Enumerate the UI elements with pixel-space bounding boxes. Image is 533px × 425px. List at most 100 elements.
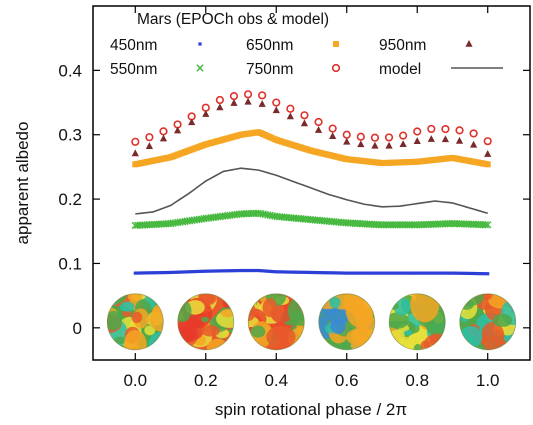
data-point (363, 271, 367, 275)
data-point (150, 271, 154, 275)
data-point (285, 270, 289, 274)
legend-label-model: model (379, 61, 421, 78)
x-tick-label: 0.2 (194, 371, 218, 390)
globe-patch (389, 329, 405, 343)
data-point (429, 271, 433, 275)
data-point (431, 271, 435, 275)
legend-swatch-450nm (198, 42, 202, 46)
y-tick-label: 0.3 (58, 126, 82, 145)
data-point (173, 270, 178, 274)
data-point (176, 270, 180, 274)
data-point (469, 271, 473, 276)
data-point (346, 271, 350, 275)
mars-globe (107, 293, 164, 350)
data-point (280, 270, 284, 274)
data-point (408, 271, 412, 275)
legend-swatch-750nm (331, 63, 341, 73)
data-point (244, 268, 249, 273)
x-axis-label: spin rotational phase / 2π (215, 400, 407, 419)
data-point (275, 270, 279, 274)
data-point (441, 124, 450, 134)
globe-patch (330, 318, 346, 335)
data-point (202, 110, 210, 117)
data-point (244, 97, 252, 105)
data-point (389, 271, 393, 275)
data-point (164, 270, 168, 275)
data-point (247, 268, 251, 273)
data-point (296, 270, 301, 274)
data-point (159, 134, 168, 142)
data-point (242, 268, 246, 273)
x-tick-label: 0.4 (264, 371, 288, 390)
data-point (237, 268, 241, 273)
series-650nm (132, 129, 491, 168)
data-point (445, 271, 450, 275)
data-point (233, 269, 237, 273)
data-point (185, 270, 189, 274)
globe-patch (149, 306, 164, 332)
data-point (209, 269, 213, 273)
data-point (443, 271, 447, 275)
globe-patch (148, 331, 164, 350)
data-point (230, 269, 234, 273)
ticks-layer: 0.0 0.2 0.4 0.6 0.8 1.0 0 0.1 0.2 0.3 0.4 (58, 6, 530, 390)
data-point (481, 221, 490, 229)
data-point (145, 142, 153, 149)
data-point (348, 271, 353, 275)
x-tick-label: 0.6 (335, 371, 359, 390)
marks-layer (131, 90, 492, 276)
data-point (374, 271, 379, 275)
data-point (476, 271, 480, 276)
data-point (329, 132, 337, 139)
data-point (282, 270, 286, 274)
data-point (328, 124, 337, 133)
data-point (320, 271, 324, 275)
data-point (190, 270, 194, 274)
globe-patch (114, 336, 127, 345)
data-point (457, 271, 461, 275)
chart-title: Mars (EPOCh obs & model) (137, 11, 329, 28)
data-point (341, 271, 346, 275)
data-point (339, 271, 343, 275)
data-point (471, 271, 476, 276)
globe-patch (346, 328, 371, 346)
data-point (434, 271, 438, 275)
legend-swatch-550nm (196, 64, 204, 72)
data-point (405, 271, 409, 275)
data-point (138, 271, 142, 275)
data-point (344, 271, 348, 275)
globe-patch (410, 293, 440, 323)
data-point (221, 269, 225, 273)
data-point (273, 270, 277, 274)
data-point (367, 271, 372, 275)
data-point (419, 271, 424, 275)
data-point (452, 271, 457, 275)
data-point (251, 268, 256, 273)
data-point (399, 131, 408, 140)
globe-patch (201, 325, 221, 337)
data-point (301, 270, 305, 274)
globe-patch (413, 343, 422, 350)
data-point (385, 141, 393, 149)
data-point (332, 271, 336, 275)
data-point (318, 271, 322, 275)
data-point (192, 269, 197, 274)
series-model (135, 167, 488, 215)
data-point (201, 103, 210, 112)
data-point (479, 272, 483, 276)
globe-patch (177, 299, 192, 323)
data-point (272, 98, 281, 107)
data-point (243, 90, 253, 99)
data-point (484, 221, 492, 229)
data-point (204, 269, 208, 273)
globe-patch (262, 298, 278, 318)
globe-patch (299, 293, 305, 299)
globe-patch (122, 309, 132, 318)
globe-outline (247, 293, 305, 351)
data-point (334, 271, 338, 275)
data-point (391, 271, 395, 275)
data-point (393, 271, 398, 275)
data-point (240, 268, 244, 273)
data-point (215, 95, 224, 105)
data-point (450, 271, 454, 275)
